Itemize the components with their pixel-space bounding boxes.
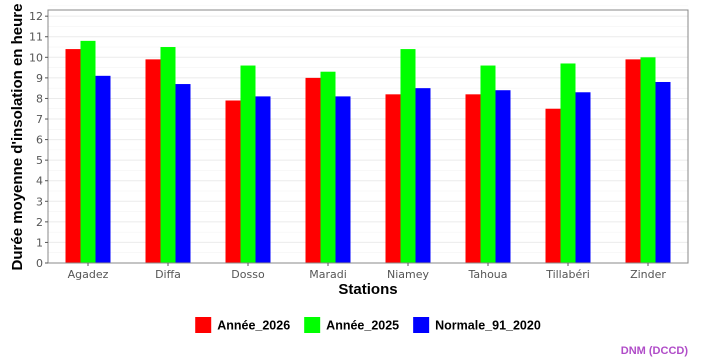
- legend-swatch: [304, 317, 321, 333]
- bar: [465, 94, 481, 263]
- bar: [160, 47, 176, 264]
- bar: [575, 92, 591, 263]
- bar: [480, 65, 496, 263]
- x-tick-label: Dosso: [231, 268, 265, 281]
- bars: [65, 40, 671, 264]
- x-tick-label: Tahoua: [467, 268, 507, 281]
- bar: [545, 108, 561, 263]
- bar: [65, 49, 81, 264]
- bar: [400, 49, 416, 264]
- y-tick-label: 3: [36, 195, 43, 208]
- x-axis: Agadez Diffa Dosso Maradi Niamey Tahoua Tillab…: [68, 263, 666, 281]
- legend-label: Année_2026: [217, 319, 290, 333]
- y-axis-title: Durée moyenne d'insolation en heure: [9, 4, 26, 271]
- x-tick-label: Zinder: [630, 268, 666, 281]
- y-tick-label: 7: [36, 113, 43, 126]
- legend-swatch: [413, 317, 430, 333]
- credit-text: DNM (DCCD): [621, 345, 689, 357]
- bar: [145, 59, 161, 264]
- y-tick-label: 12: [29, 10, 43, 23]
- legend-swatch: [195, 317, 212, 333]
- bar: [385, 94, 401, 263]
- bar: [415, 88, 431, 264]
- bar: [560, 63, 576, 263]
- gridlines: [48, 5, 688, 264]
- x-tick-label: Agadez: [68, 268, 109, 281]
- bar: [175, 84, 191, 263]
- bar: [625, 59, 641, 264]
- y-tick-label: 6: [36, 134, 43, 147]
- bar: [95, 75, 111, 263]
- bar: [495, 90, 511, 263]
- bar: [655, 81, 671, 263]
- legend: Année_2026 Année_2025 Normale_91_2020: [195, 317, 541, 333]
- y-tick-label: 5: [36, 154, 43, 167]
- y-tick-label: 0: [36, 257, 43, 270]
- legend-label: Année_2025: [326, 319, 399, 333]
- legend-label: Normale_91_2020: [435, 319, 541, 333]
- x-axis-title: Stations: [338, 281, 397, 298]
- y-tick-label: 1: [36, 236, 43, 249]
- x-tick-label: Maradi: [309, 268, 347, 281]
- bar: [335, 96, 351, 263]
- bar: [80, 40, 96, 264]
- bar: [240, 65, 256, 263]
- y-tick-label: 4: [36, 175, 43, 188]
- bar: [320, 71, 336, 264]
- y-tick-label: 11: [29, 31, 43, 44]
- x-tick-label: Niamey: [387, 268, 430, 281]
- y-tick-label: 9: [36, 72, 43, 85]
- y-tick-label: 8: [36, 92, 43, 105]
- bar: [305, 77, 321, 263]
- plot-panel: [47, 9, 689, 264]
- x-tick-label: Tillabéri: [545, 268, 590, 281]
- x-tick-label: Diffa: [155, 268, 181, 281]
- bar: [225, 100, 241, 264]
- y-tick-label: 2: [36, 216, 43, 229]
- bar: [640, 57, 656, 263]
- bar: [255, 96, 271, 263]
- y-tick-label: 10: [29, 51, 43, 64]
